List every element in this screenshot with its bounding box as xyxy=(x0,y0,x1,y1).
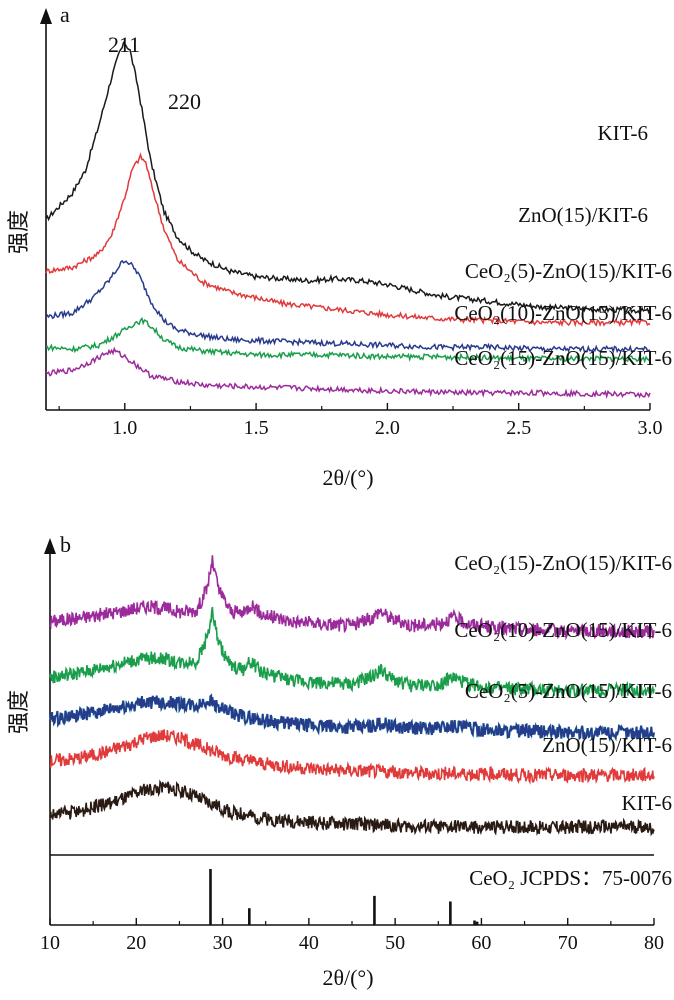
a-label-kit6: KIT-6 xyxy=(597,121,648,145)
panel-b-letter: b xyxy=(60,532,71,557)
panel-b-x-tick-label: 80 xyxy=(644,932,664,954)
panel-b-x-tick-label: 70 xyxy=(558,932,578,954)
b-label-zno: ZnO(15)/KIT-6 xyxy=(542,733,672,757)
panel-b-y-axis-label: 强度 xyxy=(6,690,31,734)
panel-b-series xyxy=(48,555,656,837)
panel-a: 1.0 1.5 2.0 2.5 3.0 a 211 220 强度 2θ/(°) KIT-… xyxy=(6,2,672,490)
panel-b-x-tick-label: 40 xyxy=(299,932,319,954)
panel-b-series-line xyxy=(49,606,655,700)
panel-b-series-labels: CeO₂(15)-ZnO(15)/KIT-6 CeO₂(10)-ZnO(15)/… xyxy=(454,551,672,815)
panel-a-series-line xyxy=(45,41,651,315)
b-label-kit6: KIT-6 xyxy=(621,791,672,815)
a-label-ce10: CeO₂(10)-ZnO(15)/KIT-6 xyxy=(454,301,672,325)
b-label-ce10: CeO₂(10)-ZnO(15)/KIT-6 xyxy=(454,618,672,642)
peak-label-211: 211 xyxy=(108,32,140,57)
panel-b: 10 20 30 40 50 60 70 80 b 强度 2θ/(°) CeO₂ JCPDS：… xyxy=(6,532,672,990)
panel-a-x-tick-label: 3.0 xyxy=(638,417,663,439)
panel-b-axes: 10 20 30 40 50 60 70 80 xyxy=(40,538,664,954)
a-label-zno: ZnO(15)/KIT-6 xyxy=(518,203,648,227)
panel-a-series-line xyxy=(45,316,651,364)
panel-a-x-tick-label: 2.5 xyxy=(506,417,531,439)
panel-a-x-tick-label: 2.0 xyxy=(375,417,400,439)
panel-b-series-line xyxy=(49,693,655,742)
panel-a-series-line xyxy=(45,152,651,328)
a-label-ce15: CeO₂(15)-ZnO(15)/KIT-6 xyxy=(454,346,672,370)
panel-a-series-line xyxy=(45,346,651,400)
b-label-ce15: CeO₂(15)-ZnO(15)/KIT-6 xyxy=(454,551,672,575)
panel-a-y-axis-arrow xyxy=(40,8,52,24)
panel-a-x-axis-label: 2θ/(°) xyxy=(322,465,373,490)
panel-a-x-tick-label: 1.5 xyxy=(244,417,269,439)
panel-a-letter: a xyxy=(60,2,70,27)
panel-b-series-line xyxy=(49,555,655,641)
panel-a-x-tick-label: 1.0 xyxy=(112,417,137,439)
panel-b-series-line xyxy=(49,729,655,785)
panel-a-series-line xyxy=(45,259,651,355)
b-label-ce5: CeO₂(5)-ZnO(15)/KIT-6 xyxy=(465,679,672,703)
peak-label-220: 220 xyxy=(168,89,201,114)
panel-b-x-tick-label: 20 xyxy=(126,932,146,954)
panel-b-reference-bars xyxy=(209,869,479,925)
panel-a-series-labels: KIT-6 ZnO(15)/KIT-6 CeO₂(5)-ZnO(15)/KIT-… xyxy=(454,121,672,370)
panel-b-x-tick-label: 60 xyxy=(471,932,491,954)
panel-b-x-tick-label: 30 xyxy=(213,932,233,954)
panel-b-y-axis-arrow xyxy=(44,538,56,554)
panel-a-y-axis-label: 强度 xyxy=(6,210,31,254)
panel-b-x-tick-label: 50 xyxy=(385,932,405,954)
panel-a-axes: 1.0 1.5 2.0 2.5 3.0 xyxy=(40,8,663,439)
panel-b-series-line xyxy=(49,779,655,837)
a-label-ce5: CeO₂(5)-ZnO(15)/KIT-6 xyxy=(465,259,672,283)
panel-b-x-tick-label: 10 xyxy=(40,932,60,954)
panel-a-series xyxy=(45,41,651,400)
reference-label: CeO₂ JCPDS：75-0076 xyxy=(469,866,672,890)
panel-b-x-axis-label: 2θ/(°) xyxy=(322,965,373,990)
